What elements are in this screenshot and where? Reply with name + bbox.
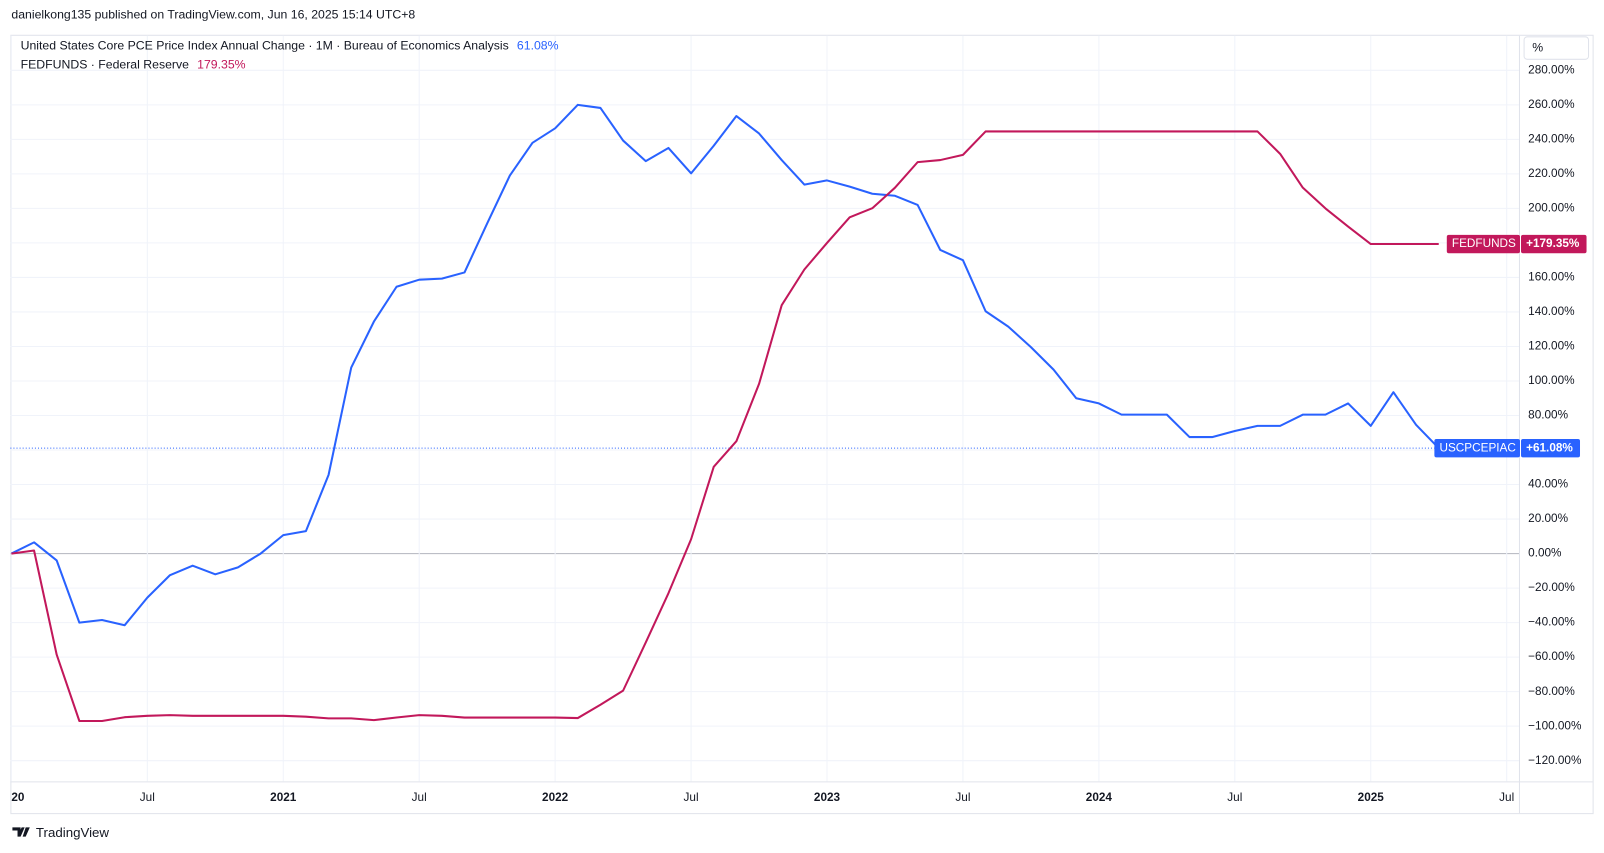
- scale-button-label[interactable]: %: [1532, 40, 1543, 54]
- x-tick-label: 20: [11, 791, 25, 804]
- footer-brand: TradingView: [36, 825, 109, 840]
- x-tick-label: 2022: [542, 791, 569, 804]
- x-tick-label: 2024: [1086, 791, 1113, 804]
- y-tick-label: −60.00%: [1528, 650, 1575, 663]
- y-tick-label: −80.00%: [1528, 685, 1575, 698]
- badge-ticker: FEDFUNDS: [1452, 237, 1516, 250]
- y-tick-label: 200.00%: [1528, 202, 1575, 215]
- y-tick-label: −100.00%: [1528, 719, 1582, 732]
- y-tick-label: 80.00%: [1528, 409, 1568, 422]
- badge-value: +179.35%: [1526, 237, 1580, 250]
- y-tick-label: 280.00%: [1528, 63, 1575, 76]
- y-tick-label: 120.00%: [1528, 340, 1575, 353]
- y-tick-label: 140.00%: [1528, 305, 1575, 318]
- x-tick-label: Jul: [955, 791, 970, 804]
- x-tick-label: Jul: [1227, 791, 1242, 804]
- badge-value: +61.08%: [1526, 441, 1573, 454]
- badge-value-box: [1521, 438, 1581, 458]
- series-line: [10, 103, 1440, 627]
- footer-logo: TradingView: [12, 825, 109, 840]
- legend-value: 179.35%: [197, 58, 246, 72]
- y-tick-label: −40.00%: [1528, 616, 1575, 629]
- y-tick-label: 0.00%: [1528, 547, 1562, 560]
- y-tick-label: 220.00%: [1528, 167, 1575, 180]
- badge-ticker-box: [1434, 438, 1520, 458]
- legend: United States Core PCE Price Index Annua…: [21, 38, 559, 71]
- badge-ticker-box: [1446, 234, 1520, 254]
- y-tick-label: 20.00%: [1528, 512, 1568, 525]
- price-badge: FEDFUNDS +179.35%: [1446, 234, 1587, 254]
- x-tick-label: 2025: [1358, 791, 1385, 804]
- x-tick-label: Jul: [684, 791, 699, 804]
- x-tick-label: 2023: [814, 791, 841, 804]
- y-tick-label: 100.00%: [1528, 374, 1575, 387]
- y-tick-label: 260.00%: [1528, 98, 1575, 111]
- y-tick-label: 240.00%: [1528, 132, 1575, 145]
- legend-name: FEDFUNDS · Federal Reserve: [21, 58, 190, 72]
- legend-name: United States Core PCE Price Index Annua…: [21, 38, 509, 52]
- y-tick-label: 160.00%: [1528, 271, 1575, 284]
- axes: −120.00% −100.00% −80.00% −60.00% −40.00% −20…: [11, 63, 1587, 804]
- y-tick-label: 40.00%: [1528, 478, 1568, 491]
- legend-value: 61.08%: [517, 38, 559, 52]
- y-tick-label: −120.00%: [1528, 754, 1582, 767]
- logo-icon: [12, 827, 30, 837]
- badge-ticker: USCPCEPIAC: [1439, 441, 1516, 454]
- x-tick-label: Jul: [140, 791, 155, 804]
- badge-value-box: [1521, 234, 1587, 254]
- x-tick-label: Jul: [412, 791, 427, 804]
- y-tick-label: −20.00%: [1528, 581, 1575, 594]
- x-tick-label: 2021: [270, 791, 297, 804]
- plot: [10, 103, 1519, 723]
- scale-button[interactable]: [1523, 36, 1590, 60]
- price-badge: USCPCEPIAC +61.08%: [1434, 438, 1581, 458]
- x-tick-label: Jul: [1499, 791, 1514, 804]
- publish-header: danielkong135 published on TradingView.c…: [11, 8, 415, 22]
- series-line: [11, 130, 1439, 723]
